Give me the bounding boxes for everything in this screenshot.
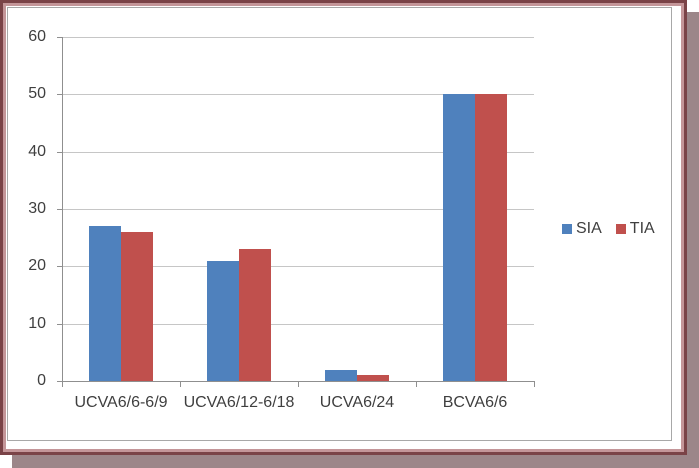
bar-sia-1 [89,226,121,381]
legend: SIA TIA [562,221,655,237]
gridline [62,266,534,267]
legend-swatch-icon [562,224,572,234]
legend-label: TIA [629,220,655,237]
bar-sia-4 [443,94,475,381]
y-tick-label-20: 20 [28,257,46,274]
y-tick-label-60: 60 [28,28,46,45]
gridline [62,94,534,95]
x-tick-mark [534,382,535,387]
y-tick-mark [57,94,62,95]
y-tick-label-0: 0 [37,372,46,389]
legend-item-tia: TIA [615,220,655,237]
legend-label: SIA [576,220,602,237]
bar-tia-4 [475,94,507,381]
legend-swatch-icon [615,224,626,234]
x-tick-mark [298,382,299,387]
x-axis-line [62,381,535,382]
x-tick-label-4: BCVA6/6 [442,394,508,411]
y-tick-label-10: 10 [28,315,46,332]
gridline [62,152,534,153]
bar-tia-1 [121,232,153,381]
x-tick-label-3: UCVA6/24 [319,394,395,411]
x-tick-label-1: UCVA6/6-6/9 [74,394,168,411]
legend-item-sia: SIA [562,221,602,237]
y-tick-mark [57,152,62,153]
gridline [62,37,534,38]
y-tick-mark [57,266,62,267]
bar-sia-2 [207,261,239,381]
y-tick-label-40: 40 [28,143,46,160]
y-tick-label-50: 50 [28,85,46,102]
x-tick-mark [180,382,181,387]
y-tick-mark [57,324,62,325]
bar-tia-3 [357,375,389,381]
gridline [62,324,534,325]
chart-area: SIA TIA 0 10 20 30 40 50 60 UCVA6/6-6/9 UCVA6/12-… [7,7,672,441]
y-tick-label-30: 30 [28,200,46,217]
x-tick-mark [416,382,417,387]
x-tick-label-2: UCVA6/12-6/18 [183,394,295,411]
y-axis-line [62,37,63,382]
x-tick-mark [62,382,63,387]
y-tick-mark [57,37,62,38]
bar-tia-2 [239,249,271,381]
bar-sia-3 [325,370,357,381]
y-tick-mark [57,209,62,210]
gridline [62,209,534,210]
y-tick-mark [57,381,62,382]
